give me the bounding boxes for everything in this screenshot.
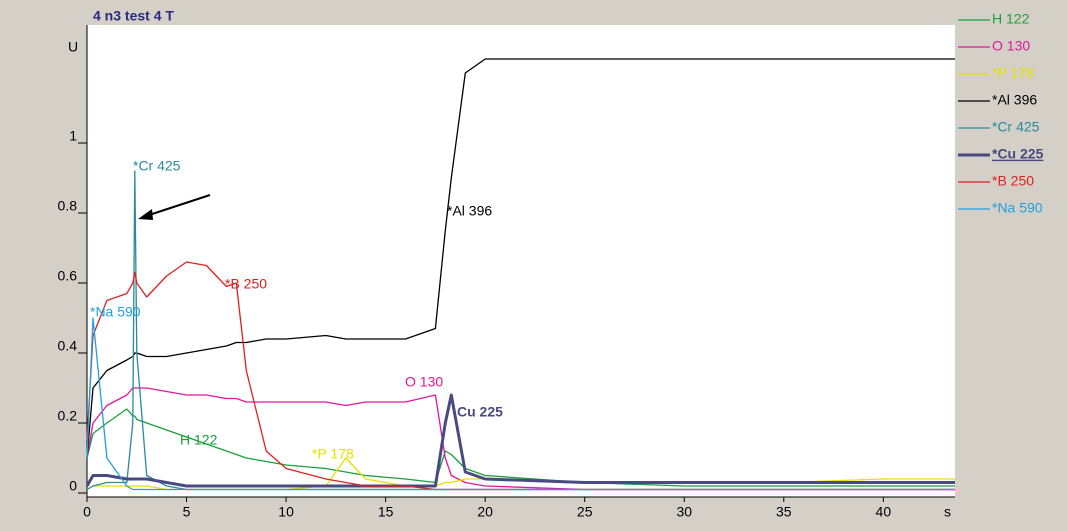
y-tick-label: 0.4 xyxy=(58,338,78,354)
x-tick-label: 15 xyxy=(378,504,394,520)
x-tick-label: 10 xyxy=(278,504,294,520)
series-line xyxy=(86,58,955,459)
x-tick-label: 0 xyxy=(83,504,91,520)
plot-area xyxy=(87,25,955,497)
legend-label: *Cu 225 xyxy=(992,146,1044,162)
annotation: *Na 590 xyxy=(90,304,141,320)
annotation: *Cr 425 xyxy=(133,158,181,174)
legend-label: *P 178 xyxy=(992,65,1034,81)
x-tick-label: 20 xyxy=(477,504,493,520)
legend-label: *B 250 xyxy=(992,173,1034,189)
annotation: *Al 396 xyxy=(447,203,492,219)
x-tick-label: 40 xyxy=(876,504,892,520)
legend-label: O 130 xyxy=(992,38,1030,54)
chart-title: 4 n3 test 4 T xyxy=(93,8,174,24)
annotation: O 130 xyxy=(405,374,443,390)
legend-label: *Na 590 xyxy=(992,200,1043,216)
y-tick-label: 0 xyxy=(69,478,77,494)
y-tick-label: 0.8 xyxy=(58,198,78,214)
series-line xyxy=(86,387,955,491)
x-tick-label: 30 xyxy=(676,504,692,520)
series-line xyxy=(86,408,955,487)
x-tick-label: 25 xyxy=(577,504,593,520)
annotation: *P 178 xyxy=(312,446,354,462)
y-axis-label: U xyxy=(68,39,78,55)
y-tick-label: 0.6 xyxy=(58,268,78,284)
legend-label: H 122 xyxy=(992,11,1030,27)
y-tick-label: 1 xyxy=(69,128,77,144)
legend-label: *Cr 425 xyxy=(992,119,1040,135)
arrow xyxy=(138,194,211,220)
series-line xyxy=(85,393,955,488)
annotation: H 122 xyxy=(180,432,218,448)
annotation: Cu 225 xyxy=(457,404,503,420)
x-tick-label: 35 xyxy=(776,504,792,520)
x-tick-label: 5 xyxy=(183,504,191,520)
series-line xyxy=(86,317,955,491)
legend-label: *Al 396 xyxy=(992,92,1037,108)
y-tick-label: 0.2 xyxy=(58,408,78,424)
x-axis-label: s xyxy=(944,504,951,520)
annotation: *B 250 xyxy=(225,276,267,292)
